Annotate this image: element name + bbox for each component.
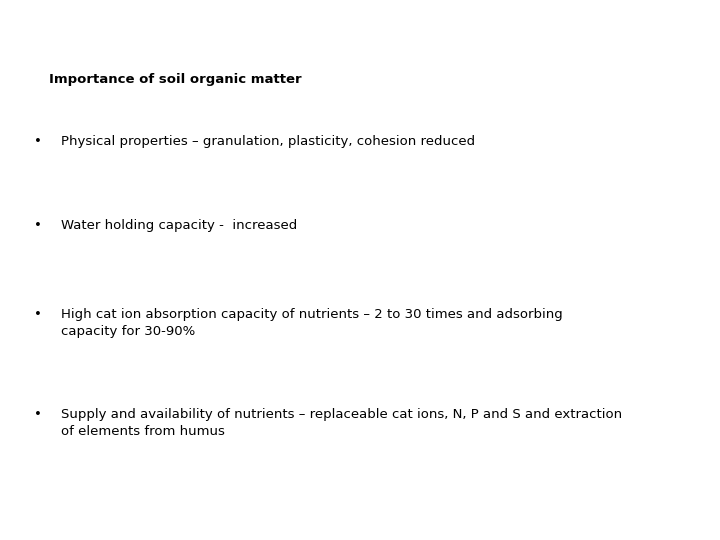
Text: Supply and availability of nutrients – replaceable cat ions, N, P and S and extr: Supply and availability of nutrients – r… bbox=[61, 408, 622, 438]
Text: High cat ion absorption capacity of nutrients – 2 to 30 times and adsorbing
capa: High cat ion absorption capacity of nutr… bbox=[61, 308, 563, 338]
Text: •: • bbox=[34, 219, 42, 232]
Text: •: • bbox=[34, 135, 42, 148]
Text: •: • bbox=[34, 308, 42, 321]
Text: Physical properties – granulation, plasticity, cohesion reduced: Physical properties – granulation, plast… bbox=[61, 135, 475, 148]
Text: •: • bbox=[34, 408, 42, 421]
Text: Water holding capacity -  increased: Water holding capacity - increased bbox=[61, 219, 297, 232]
Text: Importance of soil organic matter: Importance of soil organic matter bbox=[49, 73, 302, 86]
